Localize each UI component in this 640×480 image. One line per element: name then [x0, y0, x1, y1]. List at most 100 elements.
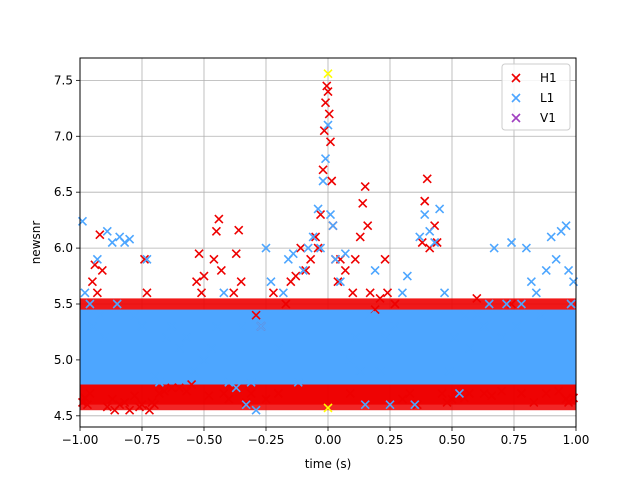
H1-point: [234, 225, 244, 235]
y-axis-label: newsnr: [29, 221, 43, 265]
L1-point: [251, 405, 261, 415]
H1-point: [375, 293, 385, 303]
L1-point: [516, 299, 527, 309]
L1-point: [87, 321, 97, 331]
L1-point: [397, 288, 407, 298]
L1-point: [459, 310, 469, 320]
H1-point: [137, 400, 147, 410]
H1-point: [464, 388, 474, 399]
L1-point: [80, 288, 90, 298]
x-tick-label: 0.00: [315, 433, 342, 447]
H1-point: [355, 232, 365, 242]
H1-point: [360, 182, 370, 192]
H1-point: [159, 386, 169, 396]
x-tick-label: −0.50: [186, 433, 223, 447]
L1-point: [323, 120, 333, 130]
H1-point: [199, 271, 209, 281]
L1-point: [435, 204, 445, 214]
x-tick-label: 0.75: [501, 433, 528, 447]
legend-label: H1: [540, 71, 557, 85]
H1-point: [236, 277, 246, 287]
x-tick-label: 1.00: [563, 433, 590, 447]
H1-point: [102, 402, 112, 412]
L1-point: [345, 355, 355, 365]
L1-point: [561, 221, 571, 231]
y-tick-label: 6.0: [54, 241, 73, 255]
L1-point: [129, 310, 140, 320]
L1-point: [541, 265, 551, 276]
L1-point: [189, 366, 199, 376]
L1-point: [472, 310, 482, 320]
L1-point: [107, 237, 117, 248]
H1-point: [432, 237, 442, 248]
H1-point: [324, 109, 334, 119]
H1-point: [142, 288, 152, 298]
H1-point: [194, 249, 204, 259]
L1-point: [318, 176, 328, 186]
y-tick-label: 6.5: [54, 185, 73, 199]
H1-point: [325, 137, 336, 147]
L1-point: [484, 299, 494, 309]
L1-point: [102, 226, 112, 236]
y-tick-label: 5.0: [54, 353, 73, 367]
H1-point: [187, 379, 197, 390]
L1-point: [174, 344, 184, 354]
H1-point: [363, 221, 373, 231]
L1-point: [320, 154, 331, 164]
H1-point: [174, 383, 184, 393]
H1-point: [115, 400, 125, 410]
L1-point: [444, 366, 455, 376]
data-points: [77, 69, 579, 415]
L1-point: [92, 254, 102, 264]
H1-point: [348, 288, 358, 298]
H1-point: [417, 237, 427, 248]
H1-point: [442, 397, 452, 407]
L1-point: [385, 400, 395, 410]
L1-point: [167, 321, 177, 331]
L1-point: [563, 265, 574, 276]
H1-point: [273, 388, 283, 399]
L1-point: [439, 288, 450, 298]
L1-point: [125, 234, 135, 244]
H1-point: [497, 386, 507, 396]
H1-point: [261, 394, 271, 404]
L1-point: [531, 288, 541, 298]
H1-point: [333, 277, 343, 287]
H1-point: [382, 288, 393, 298]
L1-point: [298, 265, 308, 276]
L1-point: [273, 344, 283, 354]
legend-item-H1: H1: [511, 71, 557, 85]
L1-point: [526, 277, 536, 287]
L1-point: [303, 243, 313, 253]
y-tick-label: 5.5: [54, 297, 73, 311]
H1-point: [92, 288, 102, 298]
L1-point: [137, 321, 147, 331]
H1-point: [390, 299, 400, 309]
H1-point: [487, 391, 497, 401]
L1-point: [211, 321, 221, 331]
L1-point: [246, 377, 256, 387]
L1-point: [497, 332, 507, 343]
L1-point: [293, 377, 303, 387]
highlighted-point: [323, 403, 333, 413]
H1-point: [405, 388, 415, 399]
H1-point: [125, 405, 135, 415]
legend-marker: [511, 93, 521, 103]
x-tick-label: −0.75: [124, 433, 161, 447]
L1-point: [278, 288, 288, 298]
L1-point: [288, 249, 298, 259]
L1-point: [566, 299, 576, 309]
highlighted-point: [323, 69, 333, 79]
L1-point: [420, 209, 430, 220]
H1-point: [107, 394, 117, 404]
H1-point: [541, 388, 551, 399]
L1-point: [390, 321, 400, 331]
L1-point: [328, 221, 338, 231]
H1-point: [268, 288, 279, 298]
L1-point: [206, 344, 217, 354]
legend-label: L1: [540, 91, 554, 105]
L1-point: [154, 377, 164, 387]
L1-point: [454, 388, 465, 399]
L1-point: [335, 277, 345, 287]
